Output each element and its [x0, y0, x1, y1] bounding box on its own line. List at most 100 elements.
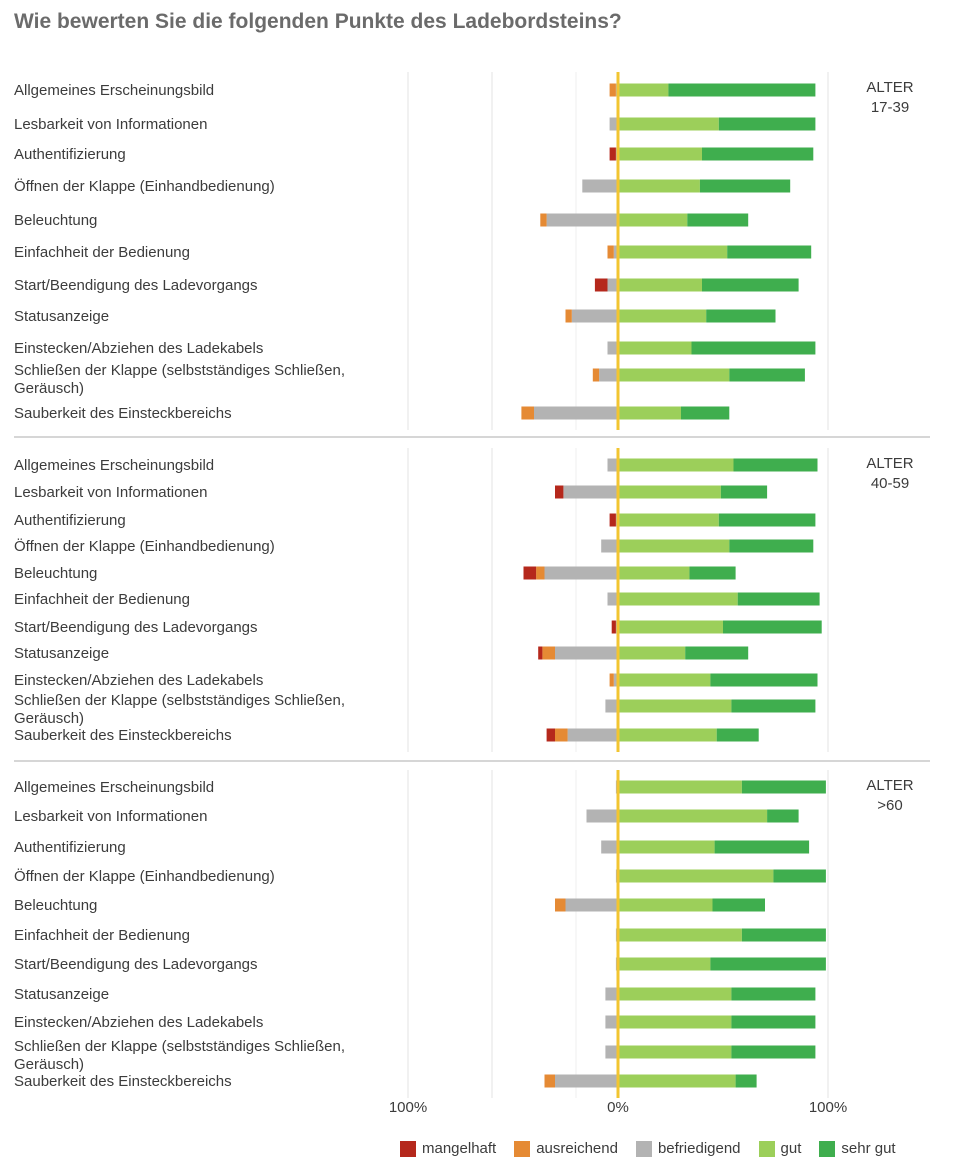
bar-sehr-gut [716, 728, 759, 742]
bar-sehr-gut [718, 513, 816, 527]
legend: mangelhaft ausreichend befriedigend gut sehr… [400, 1140, 896, 1157]
category-label: Sauberkeit des Einsteckbereichs [14, 727, 232, 744]
bar-sehr-gut [691, 341, 816, 355]
bar-befriedigend [613, 673, 618, 687]
bar-befriedigend [534, 406, 618, 420]
bar-befriedigend [565, 898, 618, 912]
category-label: Authentifizierung [14, 839, 126, 856]
bar-sehr-gut [741, 780, 826, 794]
bar-gut [618, 213, 688, 227]
category-label-line: Schließen der Klappe (selbstständiges Sc… [14, 362, 345, 379]
bar-gut [618, 898, 713, 912]
bar-sehr-gut [712, 898, 765, 912]
bar-gut [618, 83, 669, 97]
panel-label-line: 40-59 [871, 475, 909, 492]
bar-befriedigend [582, 179, 618, 193]
category-label: Allgemeines Erscheinungsbild [14, 82, 214, 99]
bar-ausreichend [521, 406, 534, 420]
bar-sehr-gut [687, 213, 749, 227]
panel-label: ALTER >60 [866, 777, 913, 814]
bar-befriedigend [544, 566, 618, 580]
bar-gut [618, 728, 717, 742]
bar-sehr-gut [773, 869, 826, 883]
bar-sehr-gut [668, 83, 816, 97]
legend-item: gut [758, 1140, 802, 1157]
bar-ausreichend [609, 83, 616, 97]
category-label: Schließen der Klappe (selbstständiges Sc… [14, 692, 345, 727]
category-label: Start/Beendigung des Ladevorgangs [14, 619, 258, 636]
legend-item: sehr gut [819, 1140, 896, 1157]
bar-sehr-gut [731, 1045, 816, 1059]
bar-sehr-gut [729, 539, 814, 553]
bar-befriedigend [571, 309, 618, 323]
category-label: Statusanzeige [14, 986, 109, 1003]
category-label: Einfachheit der Bedienung [14, 927, 190, 944]
panel-label-line: ALTER [866, 79, 913, 96]
bar-mangelhaft [523, 566, 537, 580]
category-label: Einstecken/Abziehen des Ladekabels [14, 1014, 263, 1031]
legend-swatch [758, 1140, 775, 1157]
category-label: Lesbarkeit von Informationen [14, 808, 207, 825]
category-label: Öffnen der Klappe (Einhandbedienung) [14, 537, 275, 555]
category-label: Einstecken/Abziehen des Ladekabels [14, 672, 263, 689]
bar-mangelhaft [555, 485, 564, 499]
bar-ausreichend [592, 368, 600, 382]
category-label: Öffnen der Klappe (Einhandbedienung) [14, 867, 275, 885]
category-label: Beleuchtung [14, 897, 97, 914]
panel-label-line: >60 [877, 797, 902, 814]
bar-sehr-gut [685, 646, 749, 660]
panel-label: ALTER 40-59 [866, 455, 913, 492]
bar-mangelhaft [609, 513, 616, 527]
bar-gut [618, 117, 719, 131]
category-label: Statusanzeige [14, 645, 109, 662]
panel-label-line: ALTER [866, 777, 913, 794]
legend-label: mangelhaft [422, 1140, 497, 1157]
bar-gut [618, 699, 732, 713]
bar-befriedigend [607, 592, 618, 606]
panel-3 [544, 780, 826, 1088]
bar-sehr-gut [710, 957, 826, 971]
bar-sehr-gut [729, 368, 805, 382]
category-label: Start/Beendigung des Ladevorgangs [14, 956, 258, 973]
bar-sehr-gut [731, 699, 816, 713]
bar-sehr-gut [718, 117, 816, 131]
bar-sehr-gut [699, 179, 791, 193]
bar-gut [618, 513, 719, 527]
x-tick-label: 100% [389, 1099, 427, 1116]
bar-befriedigend [599, 368, 618, 382]
panel-2 [523, 458, 822, 742]
x-tick-label: 0% [607, 1099, 629, 1116]
bar-befriedigend [605, 1045, 618, 1059]
category-label-line: Geräusch) [14, 1056, 84, 1073]
legend-item: mangelhaft [400, 1140, 496, 1157]
bar-gut [618, 179, 700, 193]
bar-gut [618, 646, 686, 660]
bar-befriedigend [605, 699, 618, 713]
bar-gut [618, 458, 734, 472]
bar-mangelhaft [609, 147, 616, 161]
bar-gut [618, 566, 690, 580]
bar-gut [618, 341, 692, 355]
bar-gut [618, 987, 732, 1001]
bar-ausreichend [555, 898, 566, 912]
legend-label: sehr gut [841, 1140, 896, 1157]
x-tick-label: 100% [809, 1099, 847, 1116]
bar-gut [618, 673, 711, 687]
legend-swatch [514, 1140, 531, 1157]
bar-befriedigend [607, 458, 618, 472]
category-label: Öffnen der Klappe (Einhandbedienung) [14, 177, 275, 195]
legend-swatch [400, 1140, 416, 1157]
category-label: Start/Beendigung des Ladevorgangs [14, 277, 258, 294]
bar-gut [618, 809, 768, 823]
chart-title: Wie bewerten Sie die folgenden Punkte de… [14, 10, 622, 33]
bar-ausreichend [544, 1074, 555, 1088]
bar-mangelhaft [594, 278, 608, 292]
bar-sehr-gut [767, 809, 799, 823]
panel-label-line: 17-39 [871, 99, 909, 116]
legend-label: gut [780, 1140, 802, 1157]
bar-sehr-gut [720, 485, 768, 499]
bar-mangelhaft [611, 620, 616, 634]
bar-befriedigend [601, 840, 618, 854]
category-label: Beleuchtung [14, 565, 97, 582]
category-label: Authentifizierung [14, 512, 126, 529]
